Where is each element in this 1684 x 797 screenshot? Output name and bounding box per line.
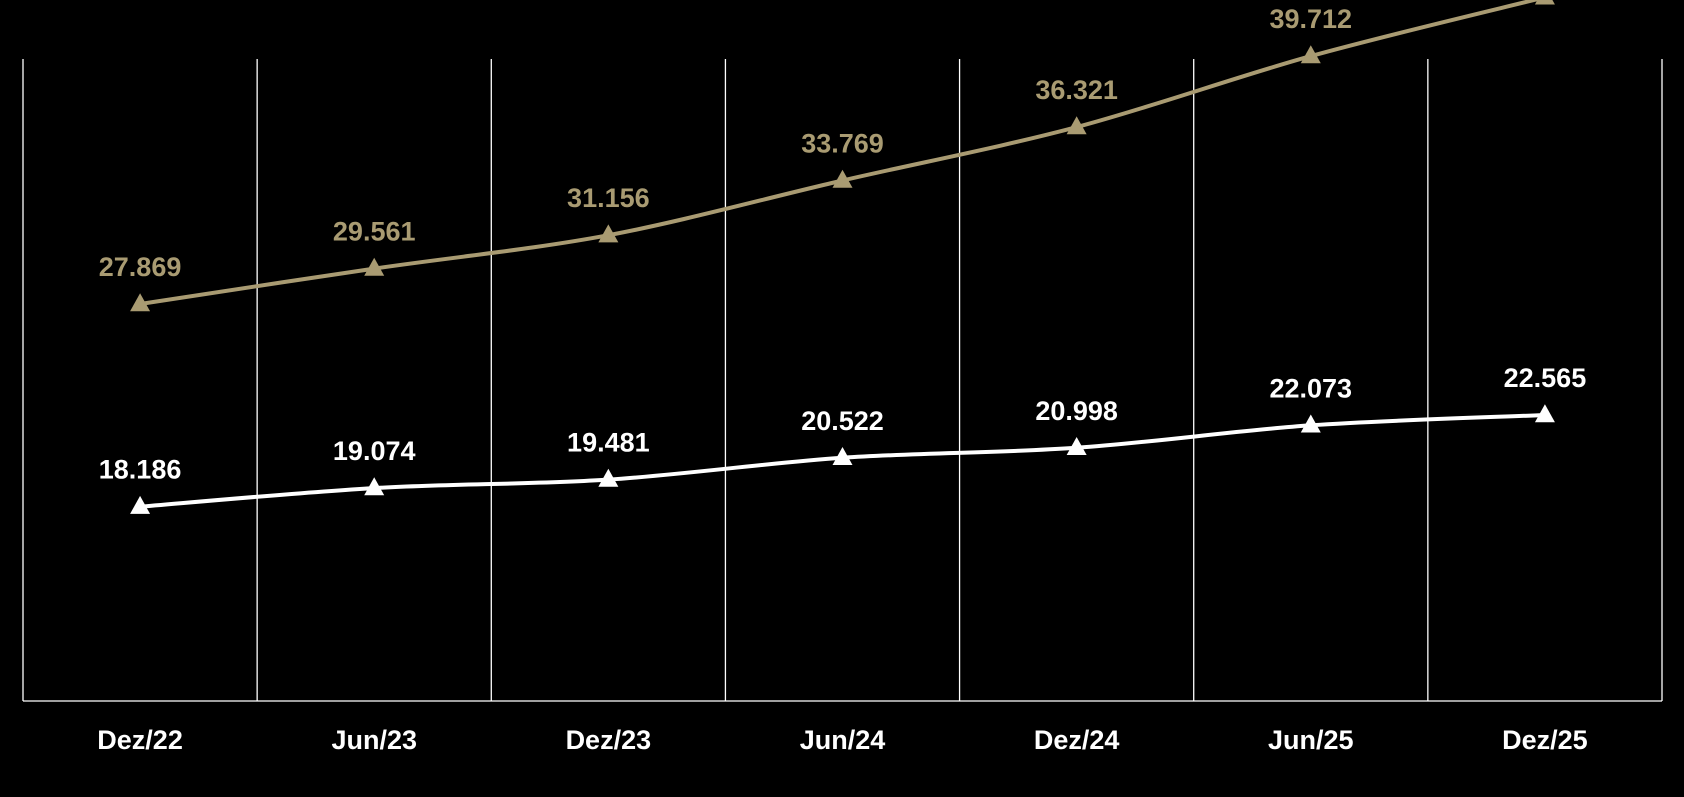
- data-point-marker: [130, 495, 151, 514]
- data-point-marker: [130, 293, 151, 312]
- data-point-marker: [1534, 0, 1555, 5]
- data-point-marker: [1066, 437, 1087, 456]
- data-label: 19.074: [333, 436, 416, 466]
- data-label: 22.565: [1504, 363, 1587, 393]
- data-point-marker: [598, 468, 619, 487]
- data-point-marker: [1300, 45, 1321, 64]
- data-label: 19.481: [567, 428, 650, 458]
- x-tick-label: Dez/22: [97, 725, 183, 755]
- x-axis: Dez/22 Jun/23 Dez/23 Jun/24 Dez/24 Jun/25 Dez/…: [97, 725, 1587, 755]
- data-label: 20.522: [801, 406, 884, 436]
- data-point-marker: [832, 169, 853, 188]
- series-layer: 27.86929.56131.15633.76936.32139.71242.5…: [99, 0, 1586, 514]
- x-tick-label: Dez/24: [1034, 725, 1120, 755]
- data-point-marker: [1300, 414, 1321, 433]
- series-2: 18.186 19.074 19.481 20.522 20.998 22.073 22.5…: [99, 363, 1586, 514]
- data-label: 22.073: [1269, 373, 1352, 403]
- data-label: 27.869: [99, 252, 182, 282]
- data-point-marker: [364, 257, 385, 276]
- data-point-marker: [364, 477, 385, 496]
- data-point-marker: [1066, 116, 1087, 135]
- x-tick-label: Dez/25: [1502, 725, 1588, 755]
- data-label: 18.186: [99, 455, 182, 485]
- grid-lines: [22, 59, 1663, 702]
- data-label: 20.998: [1035, 396, 1118, 426]
- data-label: 31.156: [567, 183, 650, 213]
- data-label: 33.769: [801, 128, 884, 158]
- data-label: 29.561: [333, 217, 416, 247]
- data-point-marker: [832, 446, 853, 465]
- data-label: 36.321: [1035, 75, 1118, 105]
- data-point-marker: [1534, 404, 1555, 423]
- data-label: 39.712: [1269, 4, 1352, 34]
- x-tick-label: Dez/23: [566, 725, 652, 755]
- x-tick-label: Jun/25: [1268, 725, 1354, 755]
- x-tick-label: Jun/24: [800, 725, 886, 755]
- series-1: 27.86929.56131.15633.76936.32139.71242.5…: [99, 0, 1555, 312]
- data-point-marker: [598, 224, 619, 243]
- x-tick-label: Jun/23: [331, 725, 417, 755]
